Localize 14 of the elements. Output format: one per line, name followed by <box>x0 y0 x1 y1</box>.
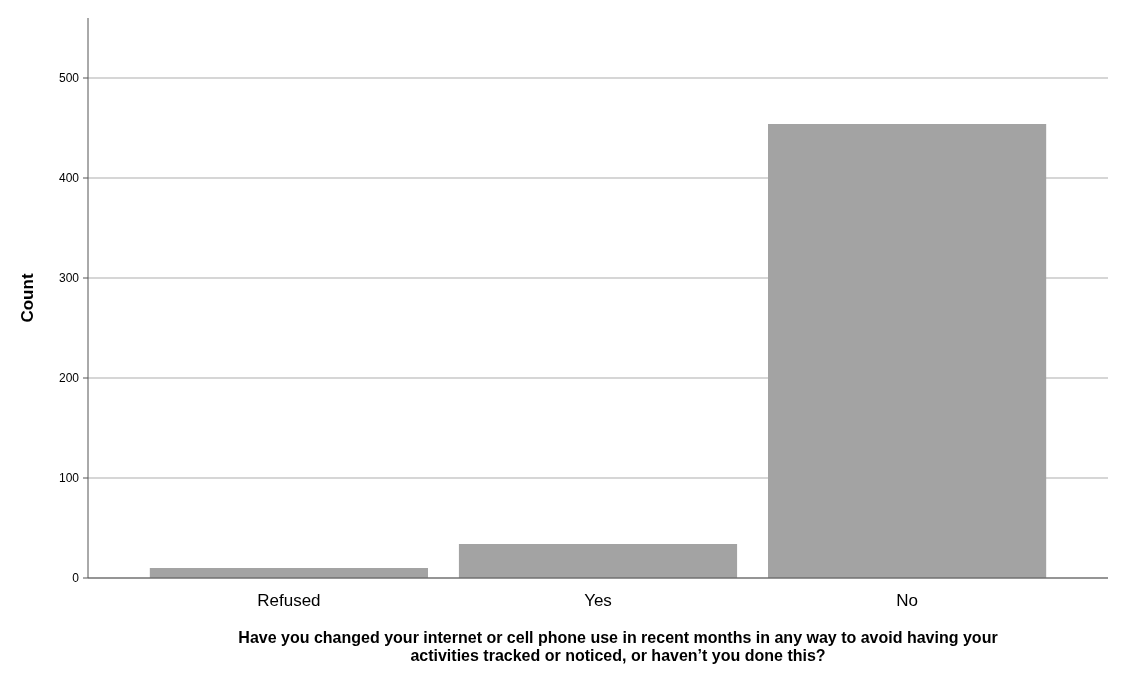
x-axis-title: Have you changed your internet or cell phone use in recent months in any way to avoid having your activities tracked or noticed, or haven’t you done this? <box>238 629 998 664</box>
x-tick-label: Yes <box>584 591 612 610</box>
y-tick-label: 100 <box>58 471 80 486</box>
bar <box>458 544 738 578</box>
y-tick-label: 500 <box>58 71 80 86</box>
bar <box>149 568 428 578</box>
y-axis-title: Count <box>18 273 37 323</box>
bar <box>768 124 1047 578</box>
y-tick-label: 0 <box>72 571 80 586</box>
y-tick-label: 300 <box>58 271 80 286</box>
y-tick-label: 400 <box>58 171 80 186</box>
x-tick-label: Refused <box>257 591 321 610</box>
x-tick-label: No <box>896 591 918 610</box>
y-tick-label: 200 <box>58 371 80 386</box>
